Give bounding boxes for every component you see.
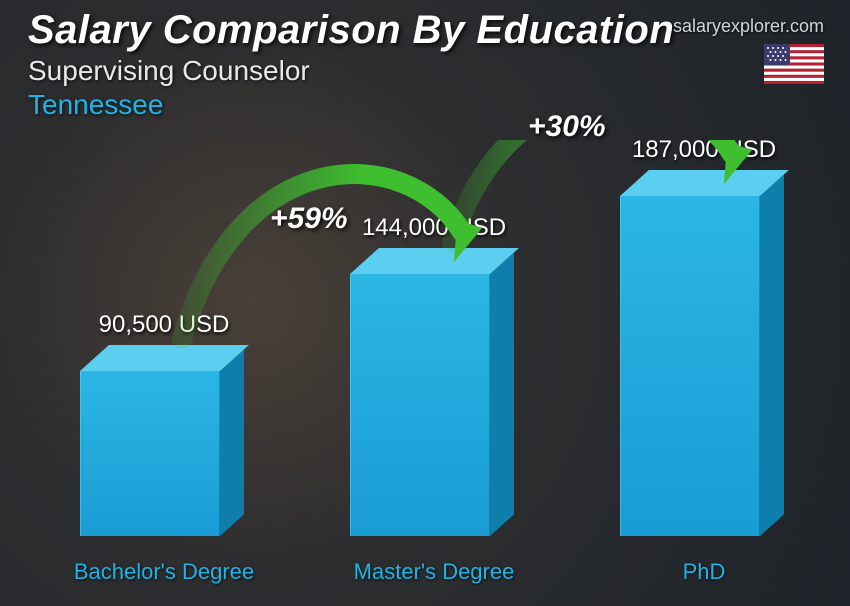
brand-label: salaryexplorer.com — [673, 16, 824, 37]
location-label: Tennessee — [28, 89, 830, 121]
pct-badge-1: +30% — [528, 110, 606, 144]
bar-label: Bachelor's Degree — [60, 560, 268, 584]
bar-value: 187,000 USD — [590, 136, 818, 164]
bar-value: 90,500 USD — [50, 311, 278, 339]
bar-label: PhD — [600, 560, 808, 584]
bar-label: Master's Degree — [330, 560, 538, 584]
flag-icon — [764, 44, 824, 84]
bar-value: 144,000 USD — [320, 214, 548, 242]
job-subtitle: Supervising Counselor — [28, 55, 830, 87]
pct-badge-0: +59% — [270, 202, 348, 236]
salary-bar-chart: 90,500 USDBachelor's Degree144,000 USDMa… — [60, 140, 790, 586]
